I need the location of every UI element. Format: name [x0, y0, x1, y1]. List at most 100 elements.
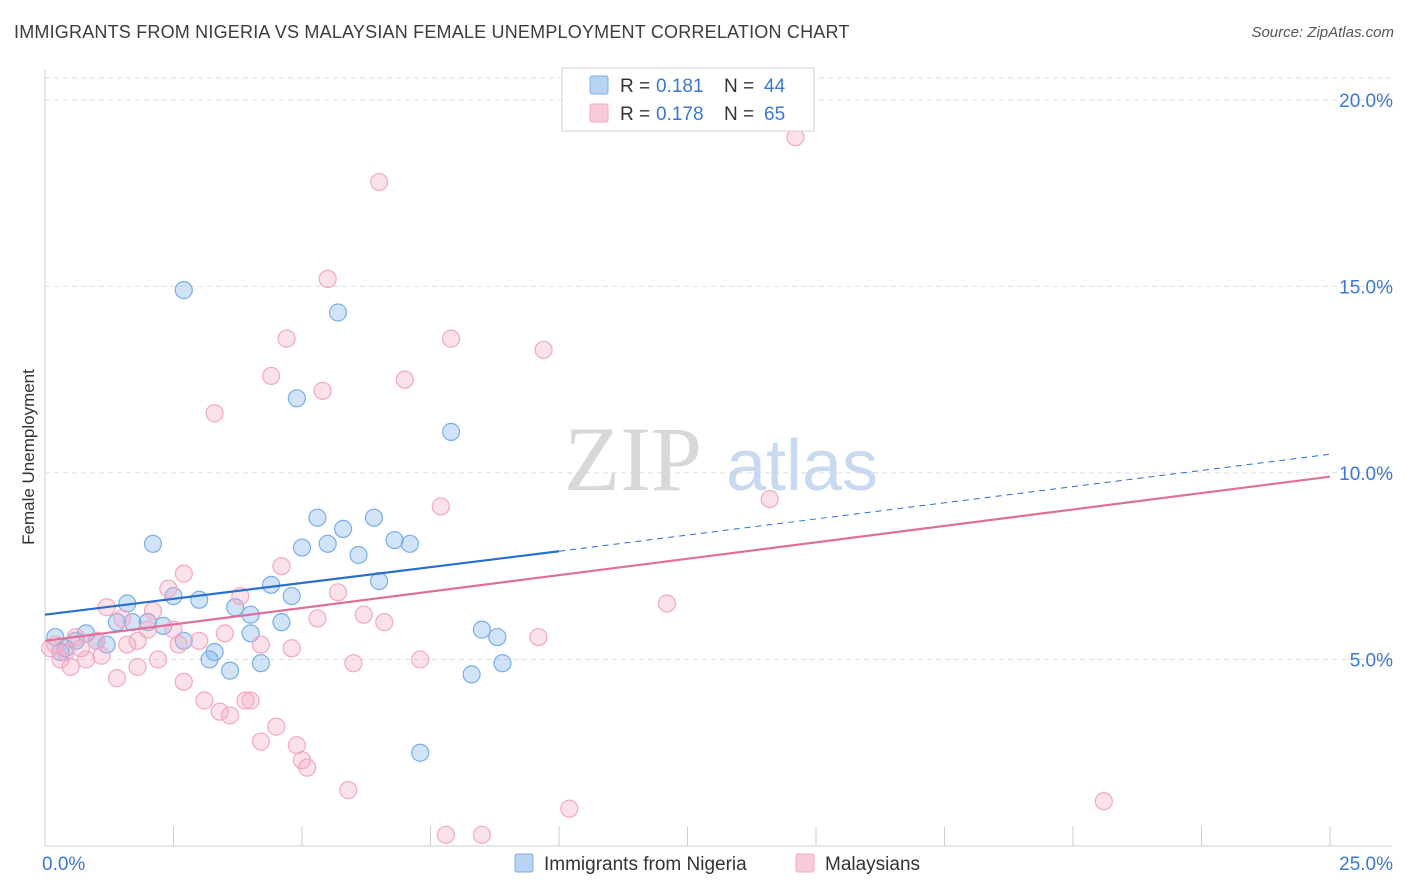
point-malaysians: [92, 646, 111, 665]
legend-r-value-malaysians: 0.178: [656, 104, 704, 125]
point-malaysians: [277, 329, 296, 348]
point-nigeria: [308, 508, 327, 527]
point-nigeria: [488, 627, 507, 647]
legend-n-label-2: N =: [724, 104, 754, 125]
point-malaysians: [210, 702, 229, 721]
point-malaysians: [375, 613, 394, 632]
legend-bottom-label-nigeria: Immigrants from Nigeria: [544, 854, 747, 875]
point-malaysians: [760, 489, 779, 509]
point-malaysians: [159, 579, 178, 598]
point-malaysians: [205, 404, 224, 423]
point-malaysians: [128, 631, 147, 650]
point-nigeria: [220, 661, 240, 680]
legend-series: Immigrants from Nigeria Malaysians: [514, 853, 920, 875]
x-tick-label: 25.0%: [1339, 854, 1393, 875]
point-malaysians: [148, 650, 168, 669]
point-malaysians: [107, 669, 127, 688]
point-nigeria: [251, 654, 270, 673]
point-nigeria: [205, 642, 224, 662]
point-malaysians: [195, 691, 214, 710]
point-malaysians: [174, 564, 193, 583]
point-malaysians: [41, 639, 60, 658]
point-malaysians: [298, 758, 317, 777]
trend-line-nigeria-extension: [558, 453, 1331, 552]
point-malaysians: [215, 624, 234, 643]
watermark-zip: ZIP: [564, 408, 702, 510]
point-nigeria: [272, 613, 291, 632]
point-malaysians: [61, 657, 80, 677]
legend-swatch-nigeria: [589, 75, 609, 95]
point-nigeria: [385, 530, 404, 550]
watermark-atlas: atlas: [726, 426, 878, 506]
point-nigeria: [97, 635, 116, 654]
legend-r-label-1: R =: [620, 76, 650, 97]
point-malaysians: [112, 609, 132, 628]
point-nigeria: [292, 538, 312, 557]
point-nigeria: [400, 534, 420, 553]
point-malaysians: [220, 706, 240, 725]
point-malaysians: [1094, 792, 1113, 811]
point-malaysians: [534, 340, 553, 359]
point-nigeria: [462, 665, 481, 684]
point-malaysians: [251, 635, 270, 654]
point-malaysians: [251, 732, 270, 751]
point-malaysians: [436, 825, 456, 844]
legend-n-value-malaysians: 65: [764, 104, 785, 125]
legend-bottom-swatch-nigeria: [514, 853, 534, 873]
point-malaysians: [272, 557, 291, 576]
point-malaysians: [328, 583, 348, 602]
point-nigeria: [411, 743, 430, 762]
point-malaysians: [174, 672, 193, 691]
legend-r-label-2: R =: [620, 104, 650, 125]
y-tick-label: 20.0%: [1339, 91, 1393, 112]
source-label: Source: ZipAtlas.com: [1251, 24, 1394, 41]
point-nigeria: [328, 303, 348, 322]
point-malaysians: [339, 780, 358, 800]
point-malaysians: [71, 639, 91, 658]
point-malaysians: [529, 627, 548, 647]
point-malaysians: [138, 620, 157, 639]
point-nigeria: [349, 545, 368, 565]
point-malaysians: [267, 717, 286, 736]
legend-bottom-label-malaysians: Malaysians: [825, 854, 920, 875]
point-malaysians: [262, 366, 281, 386]
point-malaysians: [395, 370, 414, 389]
point-nigeria: [143, 534, 163, 553]
point-malaysians: [241, 691, 260, 710]
point-malaysians: [282, 639, 301, 658]
point-nigeria: [262, 575, 281, 594]
trend-line-malaysians: [44, 475, 1331, 642]
y-axis-label: Female Unemployment: [19, 369, 38, 545]
point-malaysians: [190, 631, 209, 650]
watermark: ZIP atlas: [564, 408, 878, 510]
point-nigeria: [318, 534, 337, 553]
y-tick-label: 5.0%: [1350, 650, 1393, 671]
point-malaysians: [308, 609, 327, 628]
point-malaysians: [143, 601, 163, 621]
y-tick-label: 10.0%: [1339, 464, 1393, 485]
point-nigeria: [493, 654, 512, 673]
point-nigeria: [441, 422, 461, 441]
point-nigeria: [364, 508, 384, 527]
point-malaysians: [354, 605, 373, 624]
y-tick-label: 15.0%: [1339, 277, 1393, 298]
point-nigeria: [241, 624, 260, 643]
grid-lines: [45, 77, 1392, 660]
legend-swatch-malaysians: [589, 103, 609, 123]
point-nigeria: [282, 586, 301, 606]
trend-line-nigeria: [44, 550, 560, 616]
point-malaysians: [472, 825, 491, 844]
legend-n-label-1: N =: [724, 76, 754, 97]
point-nigeria: [174, 281, 193, 300]
chart-title: IMMIGRANTS FROM NIGERIA VS MALAYSIAN FEM…: [14, 22, 850, 42]
point-malaysians: [560, 799, 579, 818]
point-malaysians: [236, 691, 255, 710]
point-malaysians: [313, 381, 332, 400]
point-malaysians: [370, 172, 389, 192]
trend-lines: [44, 453, 1331, 642]
point-malaysians: [431, 497, 450, 516]
point-nigeria: [287, 389, 306, 408]
x-tick-label: 0.0%: [42, 854, 85, 875]
point-malaysians: [657, 594, 677, 613]
